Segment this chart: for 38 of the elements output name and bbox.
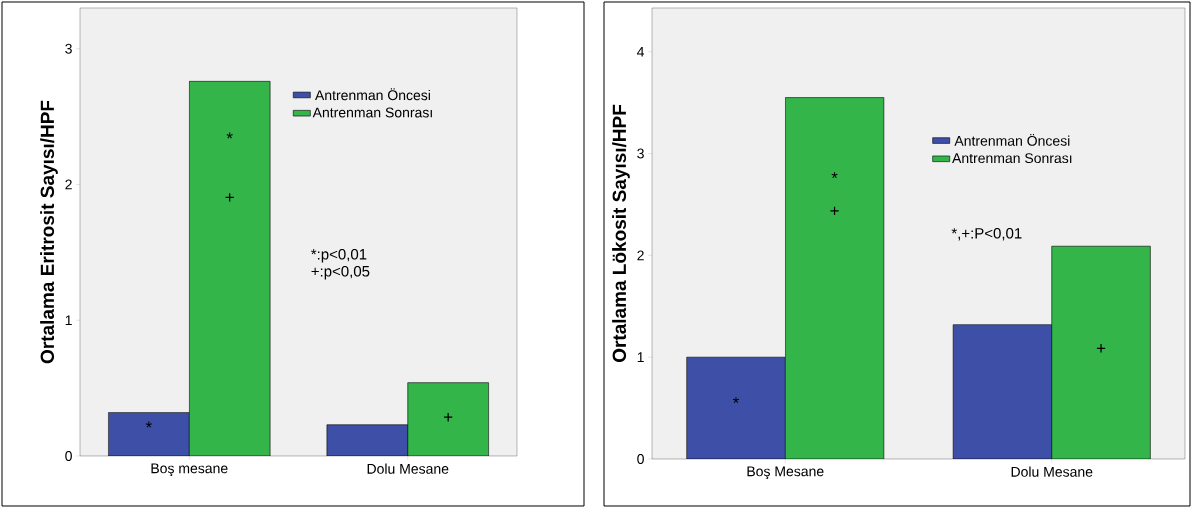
x-tick-label: Dolu Mesane [367,463,449,474]
bar [407,382,489,456]
annotation: *,+:P<0,01 [951,227,1022,241]
y-tick-label: 1 [637,352,644,362]
y-tick-label: 2 [65,179,72,190]
bar [188,81,271,456]
annotation: * [145,421,152,428]
legend-label: Antrenman Öncesi [315,88,430,101]
y-tick-label: 0 [65,451,72,461]
annotation: + [444,413,453,422]
x-tick-label: Dolu Mesane [1011,466,1093,477]
y-tick-label: 3 [65,43,72,54]
y-tick-label: 4 [637,46,645,57]
bar [784,97,885,459]
bar [686,356,786,459]
x-tick-label: Boş Mesane [747,466,824,480]
annotation: +:p<0,05 [311,265,370,280]
x-tick-label: Boş mesane [151,463,228,477]
bar [108,412,190,456]
annotation: * [226,132,233,139]
y-axis-title: Ortalama Eritrosit Sayısı/HPF [40,100,58,364]
bar [952,324,1053,459]
annotation: + [225,193,234,202]
y-axis-title: Ortalama Lökosit Sayısı/HPF [612,104,630,363]
annotation: *:p<0,01 [311,248,367,263]
bar [1051,245,1151,459]
y-tick-label: 3 [637,148,644,159]
legend-label: Antrenman Sonrası [312,107,432,118]
annotation: + [830,206,839,216]
legend-label: Antrenman Sonrası [952,153,1072,164]
annotation: * [831,172,838,179]
annotation: + [1096,344,1106,353]
bar [326,424,409,456]
annotation: * [732,397,739,404]
y-tick-label: 1 [65,315,72,326]
y-tick-label: 0 [637,454,644,464]
legend-label: Antrenman Öncesi [954,133,1070,146]
y-tick-label: 2 [637,250,644,261]
